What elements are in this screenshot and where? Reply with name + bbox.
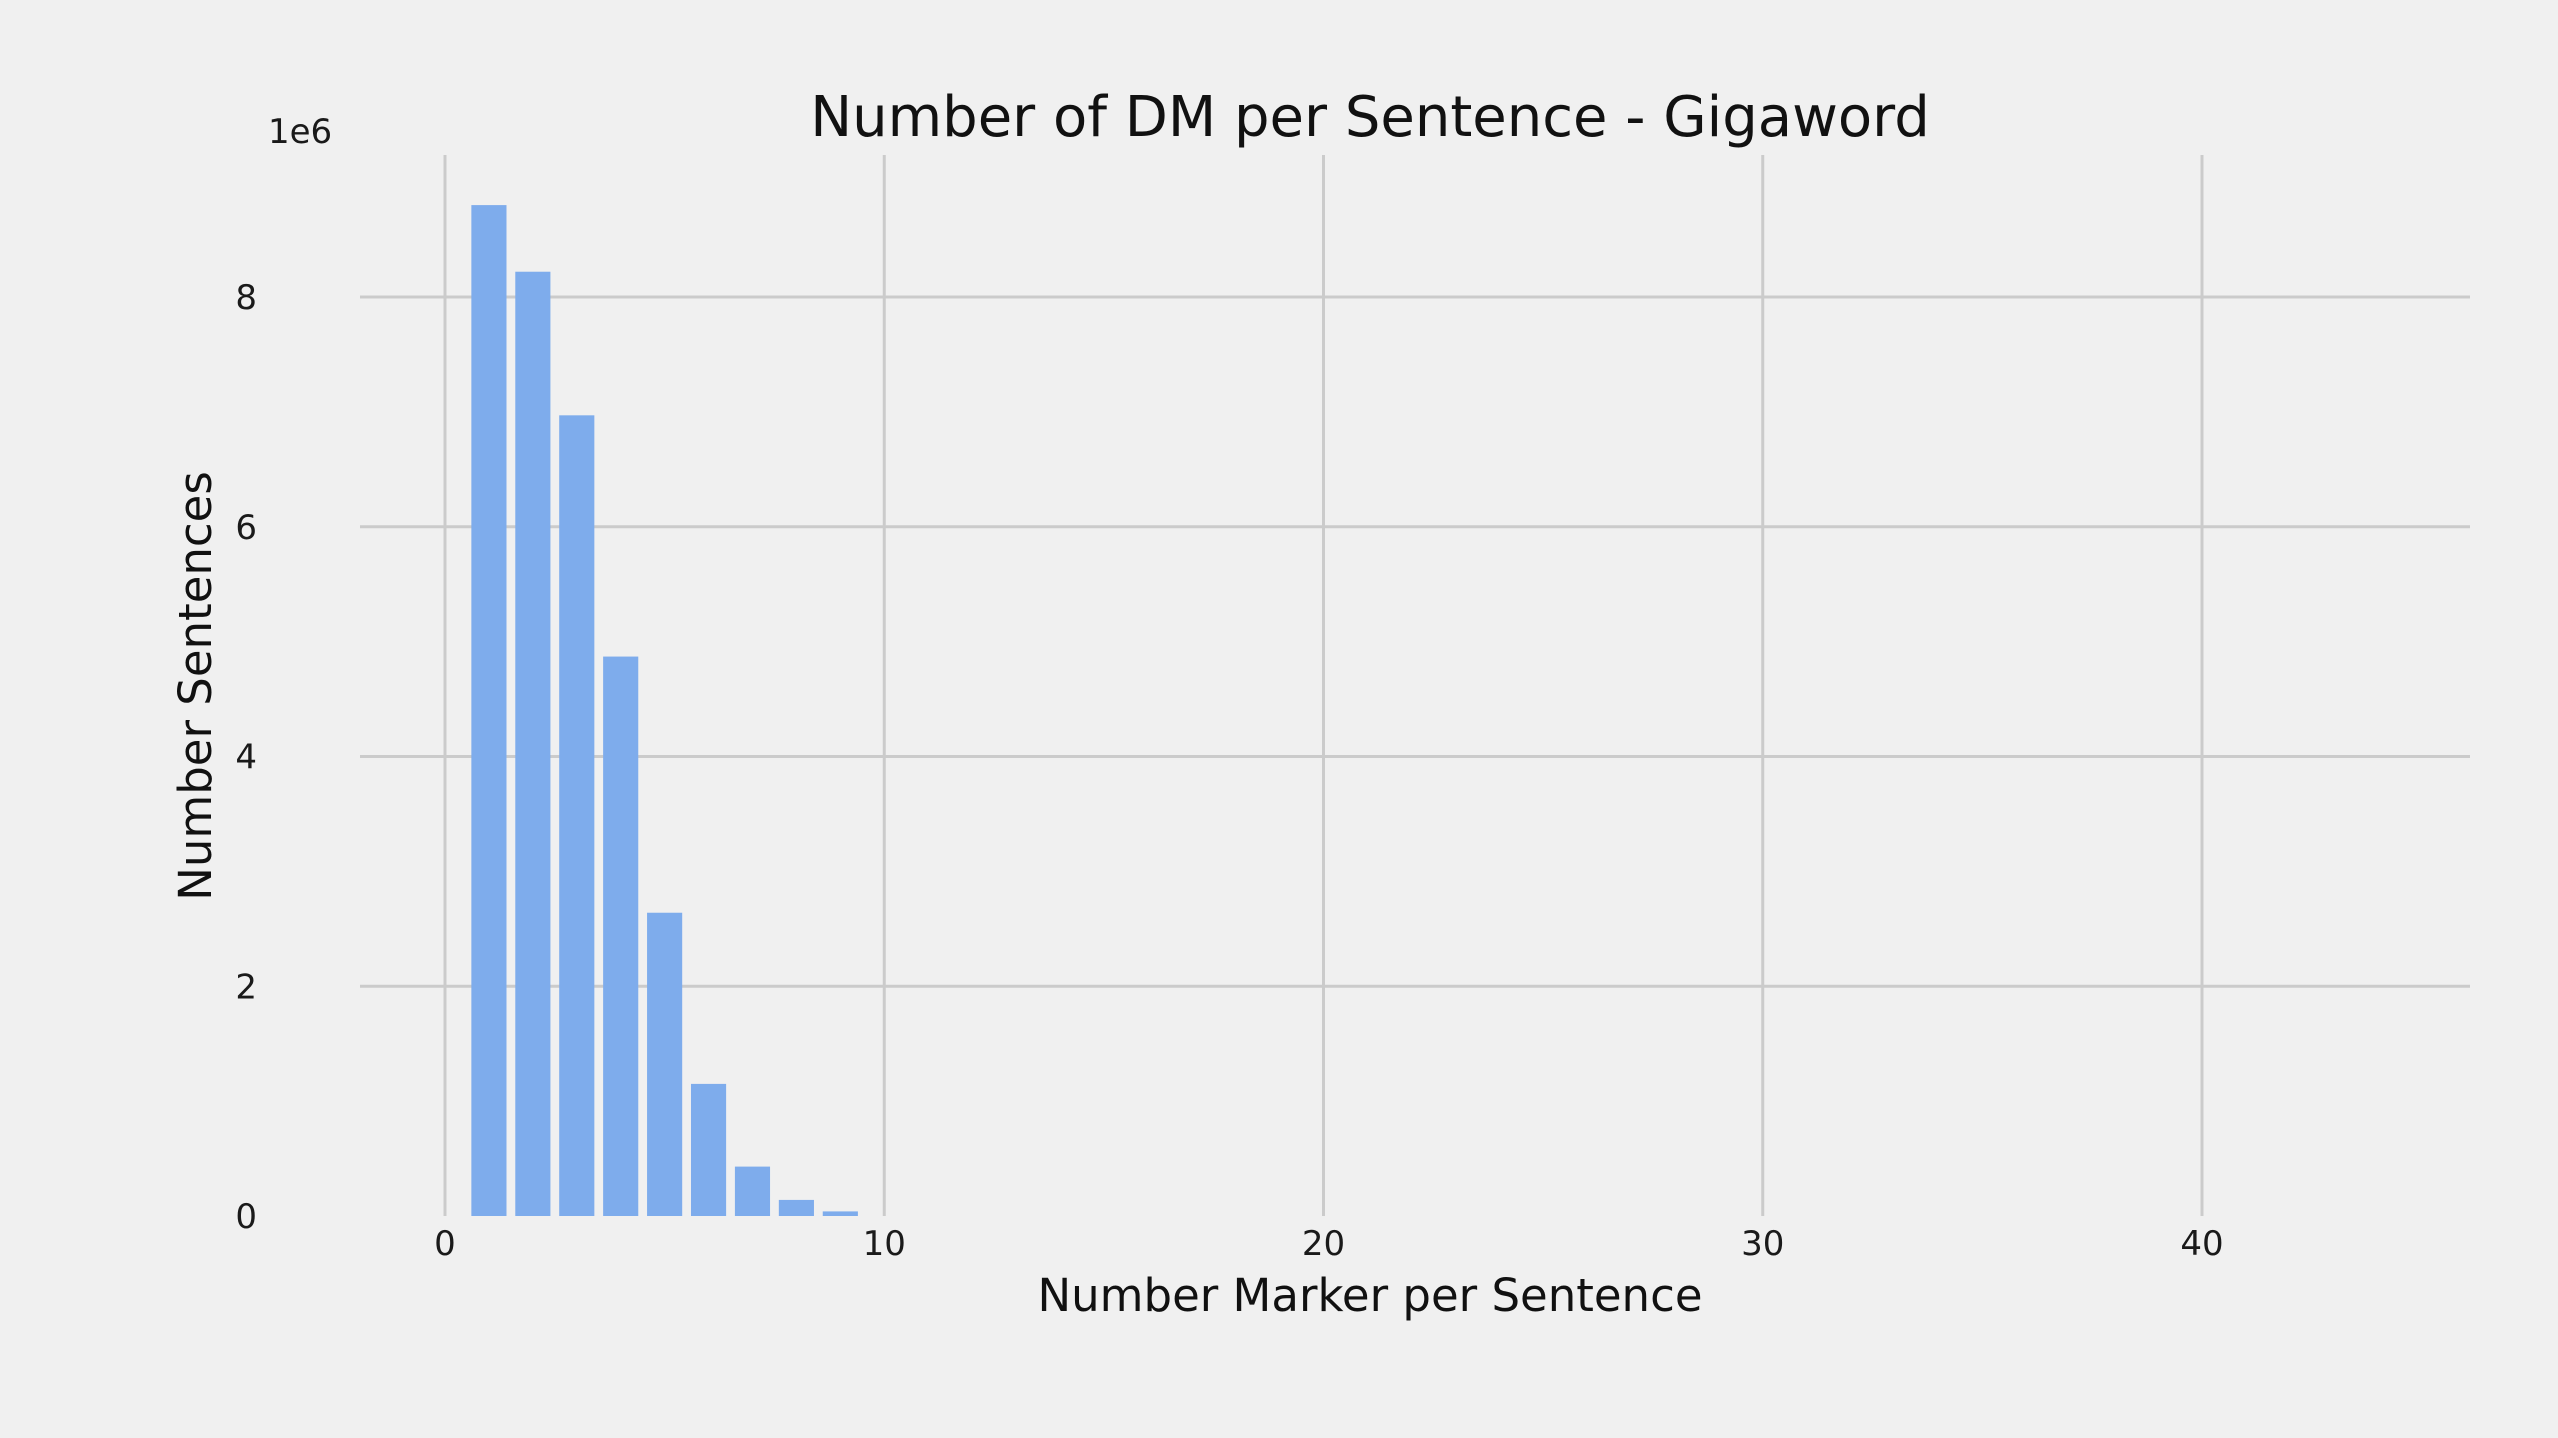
x-tick-label: 10 — [863, 1224, 906, 1264]
bar — [822, 1211, 858, 1216]
y-tick-label: 0 — [235, 1197, 257, 1237]
y-tick-labels: 0 2 4 6 8 — [235, 278, 257, 1237]
y-tick-label: 8 — [235, 278, 257, 318]
x-axis-label: Number Marker per Sentence — [1037, 1269, 1702, 1322]
bar — [734, 1166, 771, 1216]
x-tick-label: 20 — [1302, 1224, 1345, 1264]
x-tick-label: 30 — [1741, 1224, 1784, 1264]
bar — [647, 912, 683, 1216]
x-tick-labels: 0 10 20 30 40 — [434, 1224, 2223, 1264]
y-axis-label: Number Sentences — [169, 471, 222, 901]
bar — [778, 1199, 814, 1216]
x-tick-label: 0 — [434, 1224, 456, 1264]
bar — [690, 1083, 727, 1216]
y-tick-label: 6 — [235, 508, 257, 548]
chart-title: Number of DM per Sentence - Gigaword — [810, 85, 1930, 150]
x-tick-label: 40 — [2180, 1224, 2223, 1264]
bars — [471, 205, 858, 1217]
y-tick-label: 4 — [235, 738, 257, 778]
bar — [603, 656, 639, 1216]
bar — [471, 205, 507, 1217]
y-scale-offset-label: 1e6 — [268, 112, 332, 152]
y-tick-label: 2 — [235, 967, 257, 1007]
grid — [360, 155, 2470, 1216]
bar — [515, 271, 551, 1216]
bar — [559, 415, 595, 1216]
